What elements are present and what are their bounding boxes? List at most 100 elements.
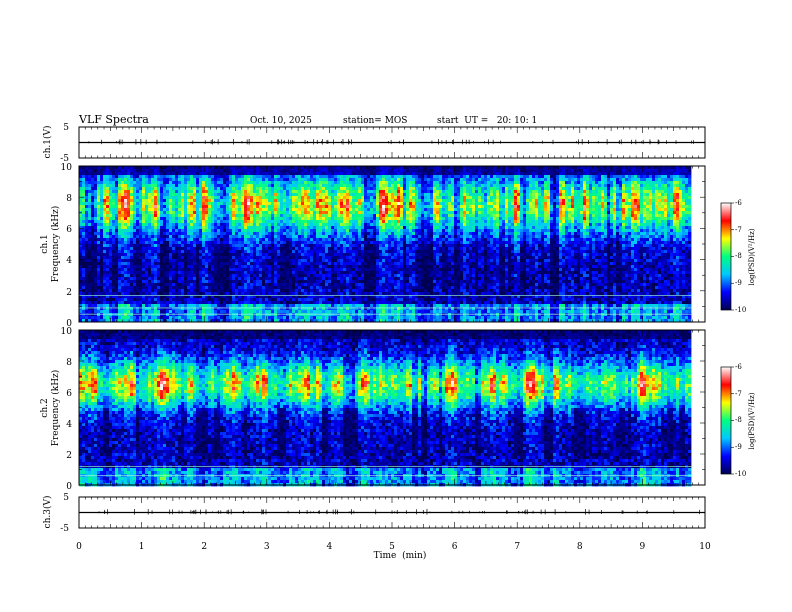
spectrogram-cell bbox=[187, 295, 191, 299]
spectrogram-cell bbox=[142, 169, 146, 173]
spectrogram-cell bbox=[268, 184, 272, 188]
spectrogram-cell bbox=[304, 244, 308, 248]
spectrogram-cell bbox=[103, 316, 107, 320]
spectrogram-cell bbox=[241, 295, 245, 299]
spectrogram-cell bbox=[166, 208, 170, 212]
spectrogram-cell bbox=[226, 232, 230, 236]
spectrogram-cell bbox=[253, 316, 257, 320]
spectrogram-cell bbox=[109, 277, 113, 281]
spectrogram-cell bbox=[106, 235, 110, 239]
spectrogram-cell bbox=[274, 193, 278, 197]
spectrogram-cell bbox=[94, 247, 98, 251]
spectrogram-cell bbox=[283, 199, 287, 203]
spectrogram-cell bbox=[298, 217, 302, 221]
spectrogram-cell bbox=[136, 223, 140, 227]
spectrogram-cell bbox=[244, 184, 248, 188]
spectrogram-cell bbox=[115, 256, 119, 260]
spectrogram-cell bbox=[187, 205, 191, 209]
spectrogram-cell bbox=[196, 214, 200, 218]
spectrogram-cell bbox=[91, 193, 95, 197]
spectrogram-cell bbox=[118, 172, 122, 176]
spectrogram-cell bbox=[124, 271, 128, 275]
spectrogram-cell bbox=[310, 175, 314, 179]
spectrogram-cell bbox=[211, 175, 215, 179]
spectrogram-cell bbox=[130, 220, 134, 224]
spectrogram-cell bbox=[202, 268, 206, 272]
spectrogram-cell bbox=[202, 265, 206, 269]
spectrogram-cell bbox=[235, 241, 239, 245]
spectrogram-cell bbox=[280, 211, 284, 215]
spectrogram-cell bbox=[127, 277, 131, 281]
spectrogram-cell bbox=[148, 292, 152, 296]
spectrogram-cell bbox=[127, 298, 131, 302]
spectrogram-cell bbox=[238, 202, 242, 206]
spectrogram-cell bbox=[328, 220, 332, 224]
spectrogram-cell bbox=[127, 238, 131, 242]
spectrogram-cell bbox=[328, 250, 332, 254]
spectrogram-cell bbox=[100, 190, 104, 194]
spectrogram-cell bbox=[193, 289, 197, 293]
spectrogram-cell bbox=[142, 313, 146, 317]
spectrogram-cell bbox=[85, 184, 89, 188]
spectrogram-cell bbox=[244, 193, 248, 197]
spectrogram-cell bbox=[208, 172, 212, 176]
spectrogram-cell bbox=[124, 310, 128, 314]
spectrogram-cell bbox=[94, 193, 98, 197]
spectrogram-cell bbox=[97, 250, 101, 254]
spectrogram-cell bbox=[346, 211, 350, 215]
spectrogram-cell bbox=[178, 283, 182, 287]
spectrogram-cell bbox=[214, 241, 218, 245]
spectrogram-cell bbox=[325, 217, 329, 221]
spectrogram-cell bbox=[160, 295, 164, 299]
spectrogram-cell bbox=[100, 172, 104, 176]
spectrogram-cell bbox=[139, 271, 143, 275]
spectrogram-cell bbox=[319, 181, 323, 185]
spectrogram-cell bbox=[250, 196, 254, 200]
spectrogram-cell bbox=[178, 172, 182, 176]
spectrogram-cell bbox=[298, 199, 302, 203]
spectrogram-cell bbox=[337, 211, 341, 215]
spectrogram-cell bbox=[292, 238, 296, 242]
spectrogram-cell bbox=[85, 262, 89, 266]
spectrogram-cell bbox=[277, 178, 281, 182]
spectrogram-cell bbox=[304, 235, 308, 239]
spectrogram-cell bbox=[316, 298, 320, 302]
spectrogram-cell bbox=[118, 319, 122, 323]
spectrogram-cell bbox=[190, 172, 194, 176]
spectrogram-cell bbox=[196, 220, 200, 224]
spectrogram-cell bbox=[235, 175, 239, 179]
spectrogram-cell bbox=[259, 256, 263, 260]
spectrogram-cell bbox=[256, 256, 260, 260]
spectrogram-cell bbox=[253, 217, 257, 221]
spectrogram-cell bbox=[340, 247, 344, 251]
spectrogram-cell bbox=[283, 319, 287, 323]
spectrogram-cell bbox=[277, 301, 281, 305]
spectrogram-cell bbox=[310, 193, 314, 197]
spectrogram-cell bbox=[289, 223, 293, 227]
spectrogram-cell bbox=[232, 178, 236, 182]
spectrogram-cell bbox=[310, 205, 314, 209]
spectrogram-cell bbox=[331, 214, 335, 218]
spectrogram-cell bbox=[301, 301, 305, 305]
spectrogram-cell bbox=[331, 184, 335, 188]
spectrogram-cell bbox=[337, 319, 341, 323]
spectrogram-cell bbox=[112, 265, 116, 269]
spectrogram-cell bbox=[190, 175, 194, 179]
spectrogram-cell bbox=[133, 193, 137, 197]
spectrogram-cell bbox=[151, 292, 155, 296]
spectrogram-cell bbox=[97, 238, 101, 242]
spectrogram-cell bbox=[223, 190, 227, 194]
spectrogram-cell bbox=[280, 265, 284, 269]
spectrogram-cell bbox=[112, 241, 116, 245]
spectrogram-cell bbox=[211, 286, 215, 290]
spectrogram-cell bbox=[283, 274, 287, 278]
spectrogram-cell bbox=[181, 310, 185, 314]
spectrogram-cell bbox=[346, 184, 350, 188]
spectrogram-cell bbox=[160, 193, 164, 197]
spectrogram-cell bbox=[337, 316, 341, 320]
spectrogram-cell bbox=[97, 184, 101, 188]
spectrogram-cell bbox=[325, 319, 329, 323]
spectrogram-cell bbox=[184, 247, 188, 251]
spectrogram-cell bbox=[238, 190, 242, 194]
spectrogram-cell bbox=[343, 313, 347, 317]
